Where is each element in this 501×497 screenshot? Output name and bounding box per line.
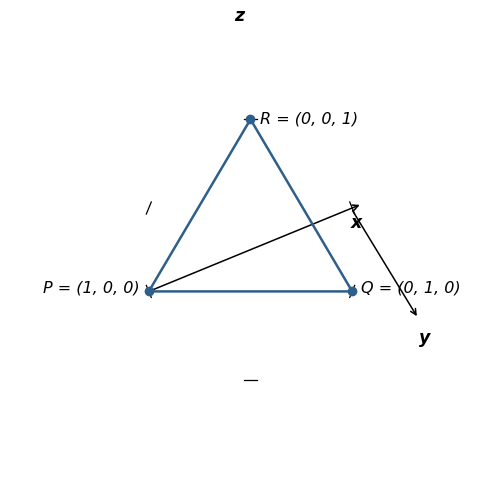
Text: x: x [350,214,362,232]
Text: P = (1, 0, 0): P = (1, 0, 0) [43,280,140,295]
Text: R = (0, 0, 1): R = (0, 0, 1) [260,112,358,127]
Text: y: y [419,329,430,347]
Text: z: z [234,7,244,25]
Text: Q = (0, 1, 0): Q = (0, 1, 0) [361,280,461,295]
